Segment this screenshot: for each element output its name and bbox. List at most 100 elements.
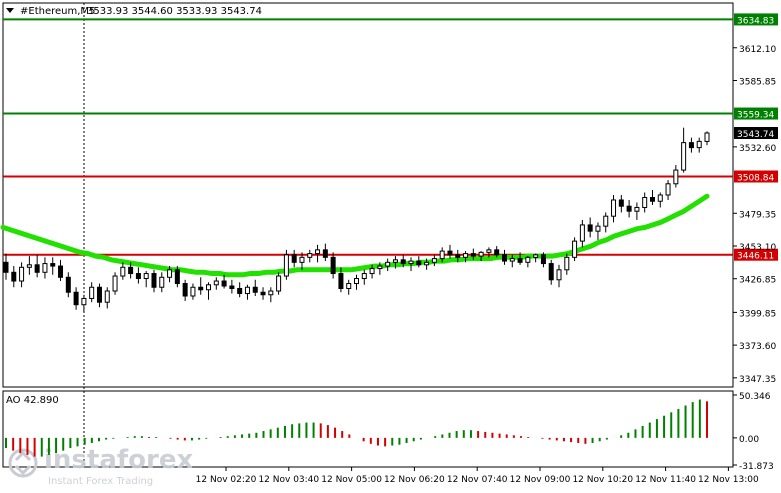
candle-body <box>408 260 414 265</box>
candle-body <box>463 253 469 258</box>
time-tick-label: 12 Nov 03:40 <box>258 475 319 485</box>
watermark: instaforex Instant Forex Trading <box>8 445 194 487</box>
candle-body <box>283 254 289 277</box>
ao-tick-label: -31.873 <box>739 462 774 472</box>
candle-body <box>50 263 56 267</box>
price-tick-label: 3347.35 <box>739 375 776 385</box>
ao-axis: 50.346 0.00 -31.873 <box>733 392 774 472</box>
candle-body <box>603 215 609 227</box>
candle-body <box>244 286 250 294</box>
candle-body <box>206 284 212 291</box>
candle-body <box>369 268 375 275</box>
candle-body <box>696 140 702 149</box>
price-tick-label: 3585.85 <box>739 77 776 87</box>
candle-body <box>533 254 539 258</box>
candle-body <box>3 261 9 273</box>
candle-body <box>704 132 710 142</box>
moving-average-line <box>0 193 710 278</box>
candle-body <box>315 249 321 255</box>
candle-body <box>642 196 648 208</box>
candle-body <box>673 169 679 185</box>
candle-body <box>392 259 398 263</box>
dropdown-triangle-icon[interactable] <box>6 8 14 13</box>
candle-body <box>431 258 437 263</box>
candle-body <box>260 291 266 296</box>
candle-body <box>688 142 694 149</box>
candle-body <box>486 249 492 253</box>
level-price-tag <box>734 107 778 120</box>
level-price-tag <box>734 248 778 261</box>
candle-body <box>361 273 367 280</box>
candle-body <box>174 269 180 285</box>
candle-body <box>65 276 71 293</box>
ao-histogram <box>5 399 708 457</box>
candle-body <box>299 256 305 263</box>
candle-body <box>120 266 126 277</box>
candle-body <box>354 278 359 285</box>
candle-body <box>81 297 87 306</box>
ao-tick-label: 0.00 <box>739 435 759 445</box>
price-tick-label: 3453.10 <box>739 243 776 253</box>
watermark-tagline: Instant Forex Trading <box>48 476 153 487</box>
candle-body <box>681 142 687 171</box>
candle-body <box>268 290 274 296</box>
time-tick-label: 12 Nov 06:20 <box>384 475 445 485</box>
candle-body <box>634 206 640 212</box>
candle-body <box>579 224 585 242</box>
price-tick-label: 3479.35 <box>739 210 776 220</box>
candle-body <box>525 256 531 263</box>
last-price-tag <box>734 126 778 139</box>
candle-series <box>3 127 710 313</box>
candle-body <box>167 269 173 278</box>
candle-body <box>626 205 632 212</box>
candle-body <box>322 249 328 258</box>
candle-body <box>556 269 562 281</box>
candle-body <box>190 286 196 297</box>
level-price-tag <box>734 13 778 26</box>
candle-body <box>26 264 32 268</box>
chart-header: #Ethereum,M5 3533.93 3544.60 3533.93 354… <box>6 6 262 17</box>
candle-body <box>143 273 149 280</box>
candle-body <box>128 266 134 275</box>
time-tick-label: 12 Nov 10:20 <box>572 475 633 485</box>
candle-body <box>470 253 476 257</box>
candle-body <box>657 194 663 202</box>
symbol-label: #Ethereum,M5 <box>20 6 95 17</box>
price-tick-label: 3426.85 <box>739 276 776 286</box>
candle-body <box>135 273 141 280</box>
candle-body <box>58 265 64 278</box>
candle-body <box>548 263 554 281</box>
candle-body <box>182 283 188 297</box>
time-axis: 12 Nov 02:20 12 Nov 03:40 12 Nov 05:00 12 N… <box>196 467 759 485</box>
candle-body <box>400 259 406 265</box>
watermark-logo-icon <box>8 448 38 478</box>
candle-body <box>112 275 118 292</box>
price-tick-label: 3532.60 <box>739 144 776 154</box>
candle-body <box>307 253 313 258</box>
price-axis: 3347.35 3373.60 3399.85 3426.85 3453.10 3479.… <box>733 45 776 385</box>
candle-body <box>213 280 219 286</box>
level-price-label: 3508.84 <box>737 173 774 183</box>
candle-body <box>665 183 671 196</box>
candle-body <box>198 286 204 291</box>
candle-body <box>237 288 243 294</box>
candle-body <box>501 254 507 262</box>
candle-body <box>338 273 344 290</box>
candle-body <box>151 273 157 288</box>
candle-body <box>478 251 484 257</box>
moving-average-series <box>0 193 710 278</box>
time-tick-label: 12 Nov 05:00 <box>321 475 382 485</box>
candle-body <box>291 254 297 263</box>
candle-body <box>34 264 40 273</box>
candle-body <box>540 254 546 265</box>
price-tick-label: 3373.60 <box>739 342 776 352</box>
ohlc-values: 3533.93 3544.60 3533.93 3543.74 <box>87 6 262 17</box>
level-price-label: 3446.11 <box>737 252 774 262</box>
candle-body <box>346 283 352 290</box>
candle-body <box>385 261 391 267</box>
chart-frame <box>2 2 734 468</box>
candle-body <box>42 263 48 273</box>
